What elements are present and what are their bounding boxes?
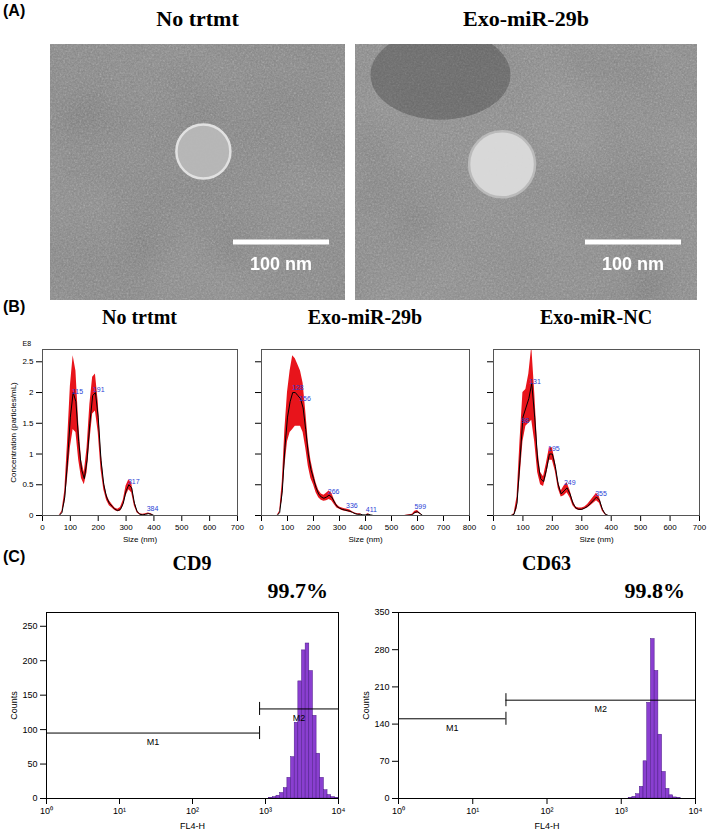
svg-text:M2: M2 xyxy=(594,704,607,714)
html-text:Exo-miR-29b: Exo-miR-29b xyxy=(463,6,589,31)
svg-text:0: 0 xyxy=(491,523,496,532)
svg-text:128: 128 xyxy=(292,384,304,391)
svg-text:140: 140 xyxy=(374,719,389,729)
svg-text:98: 98 xyxy=(521,417,529,424)
html-text:CD9: CD9 xyxy=(172,552,212,574)
svg-text:400: 400 xyxy=(359,523,373,532)
svg-text:1.5: 1.5 xyxy=(22,419,34,428)
svg-text:Size (nm): Size (nm) xyxy=(123,535,158,544)
svg-text:FL4-H: FL4-H xyxy=(180,821,205,831)
svg-text:2.5: 2.5 xyxy=(22,357,34,366)
svg-text:300: 300 xyxy=(119,523,133,532)
svg-text:0: 0 xyxy=(384,793,389,803)
svg-text:10²: 10² xyxy=(186,806,199,816)
svg-text:131: 131 xyxy=(529,378,541,385)
svg-text:M2: M2 xyxy=(293,713,306,723)
svg-text:500: 500 xyxy=(175,523,189,532)
svg-text:400: 400 xyxy=(147,523,161,532)
svg-text:100 nm: 100 nm xyxy=(602,254,664,274)
html-text:No trtmt: No trtmt xyxy=(102,306,177,328)
svg-text:266: 266 xyxy=(328,488,340,495)
svg-text:0: 0 xyxy=(32,793,37,803)
svg-text:317: 317 xyxy=(128,478,140,485)
svg-text:600: 600 xyxy=(663,523,677,532)
svg-text:600: 600 xyxy=(203,523,217,532)
svg-text:700: 700 xyxy=(437,523,451,532)
svg-text:10⁴: 10⁴ xyxy=(689,806,703,816)
svg-text:150: 150 xyxy=(22,690,37,700)
html-text:CD63: CD63 xyxy=(522,552,571,574)
svg-text:700: 700 xyxy=(693,523,707,532)
svg-text:500: 500 xyxy=(385,523,399,532)
svg-text:191: 191 xyxy=(93,386,105,393)
html-text:(A): (A) xyxy=(3,2,26,19)
svg-text:E8: E8 xyxy=(23,340,32,347)
html-text:99.8%: 99.8% xyxy=(624,578,685,603)
svg-text:700: 700 xyxy=(231,523,245,532)
html-text:(B): (B) xyxy=(3,298,26,315)
svg-text:355: 355 xyxy=(595,490,607,497)
svg-text:10²: 10² xyxy=(540,806,553,816)
html-text:99.7%: 99.7% xyxy=(267,578,328,603)
svg-text:280: 280 xyxy=(374,645,389,655)
svg-text:500: 500 xyxy=(634,523,648,532)
svg-text:M1: M1 xyxy=(147,737,160,747)
svg-text:300: 300 xyxy=(575,523,589,532)
svg-text:210: 210 xyxy=(374,682,389,692)
svg-text:1: 1 xyxy=(29,450,34,459)
svg-text:599: 599 xyxy=(414,503,426,510)
svg-text:10¹: 10¹ xyxy=(466,806,479,816)
svg-text:10¹: 10¹ xyxy=(113,806,126,816)
svg-text:300: 300 xyxy=(333,523,347,532)
svg-text:0.5: 0.5 xyxy=(22,480,34,489)
svg-text:350: 350 xyxy=(374,607,389,617)
html-text:Exo-miR-29b: Exo-miR-29b xyxy=(307,306,423,328)
svg-text:200: 200 xyxy=(546,523,560,532)
svg-text:100 nm: 100 nm xyxy=(250,254,312,274)
html-text:No trtmt: No trtmt xyxy=(156,6,239,31)
svg-text:250: 250 xyxy=(22,621,37,631)
svg-text:FL4-H: FL4-H xyxy=(534,821,559,831)
html-text:Exo-miR-NC: Exo-miR-NC xyxy=(539,306,653,328)
svg-text:10³: 10³ xyxy=(615,806,628,816)
svg-text:195: 195 xyxy=(548,445,560,452)
svg-text:600: 600 xyxy=(411,523,425,532)
svg-text:M1: M1 xyxy=(446,723,459,733)
svg-text:0: 0 xyxy=(40,523,45,532)
html-text:(C): (C) xyxy=(3,548,26,565)
svg-text:156: 156 xyxy=(299,395,311,402)
svg-text:100: 100 xyxy=(281,523,295,532)
svg-text:336: 336 xyxy=(346,502,358,509)
svg-text:400: 400 xyxy=(605,523,619,532)
svg-text:Counts: Counts xyxy=(361,691,371,720)
svg-text:70: 70 xyxy=(379,756,389,766)
svg-text:384: 384 xyxy=(147,505,159,512)
svg-text:Concentration (particles/mL): Concentration (particles/mL) xyxy=(9,382,18,483)
svg-text:200: 200 xyxy=(307,523,321,532)
svg-text:800: 800 xyxy=(463,523,477,532)
svg-text:200: 200 xyxy=(22,656,37,666)
svg-text:411: 411 xyxy=(366,506,377,513)
svg-text:2: 2 xyxy=(29,388,34,397)
svg-text:0: 0 xyxy=(29,511,34,520)
svg-text:10³: 10³ xyxy=(259,806,272,816)
svg-text:100: 100 xyxy=(64,523,78,532)
svg-text:100: 100 xyxy=(516,523,530,532)
svg-text:Size (nm): Size (nm) xyxy=(348,535,383,544)
svg-text:249: 249 xyxy=(564,479,576,486)
svg-text:10⁰: 10⁰ xyxy=(392,806,405,816)
svg-text:10⁴: 10⁴ xyxy=(332,806,346,816)
svg-text:Size (nm): Size (nm) xyxy=(579,535,614,544)
svg-text:0: 0 xyxy=(259,523,264,532)
svg-text:10⁰: 10⁰ xyxy=(40,806,53,816)
svg-text:100: 100 xyxy=(22,724,37,734)
svg-text:50: 50 xyxy=(27,759,37,769)
svg-text:115: 115 xyxy=(72,388,83,395)
svg-text:Counts: Counts xyxy=(9,691,19,720)
svg-text:200: 200 xyxy=(92,523,106,532)
